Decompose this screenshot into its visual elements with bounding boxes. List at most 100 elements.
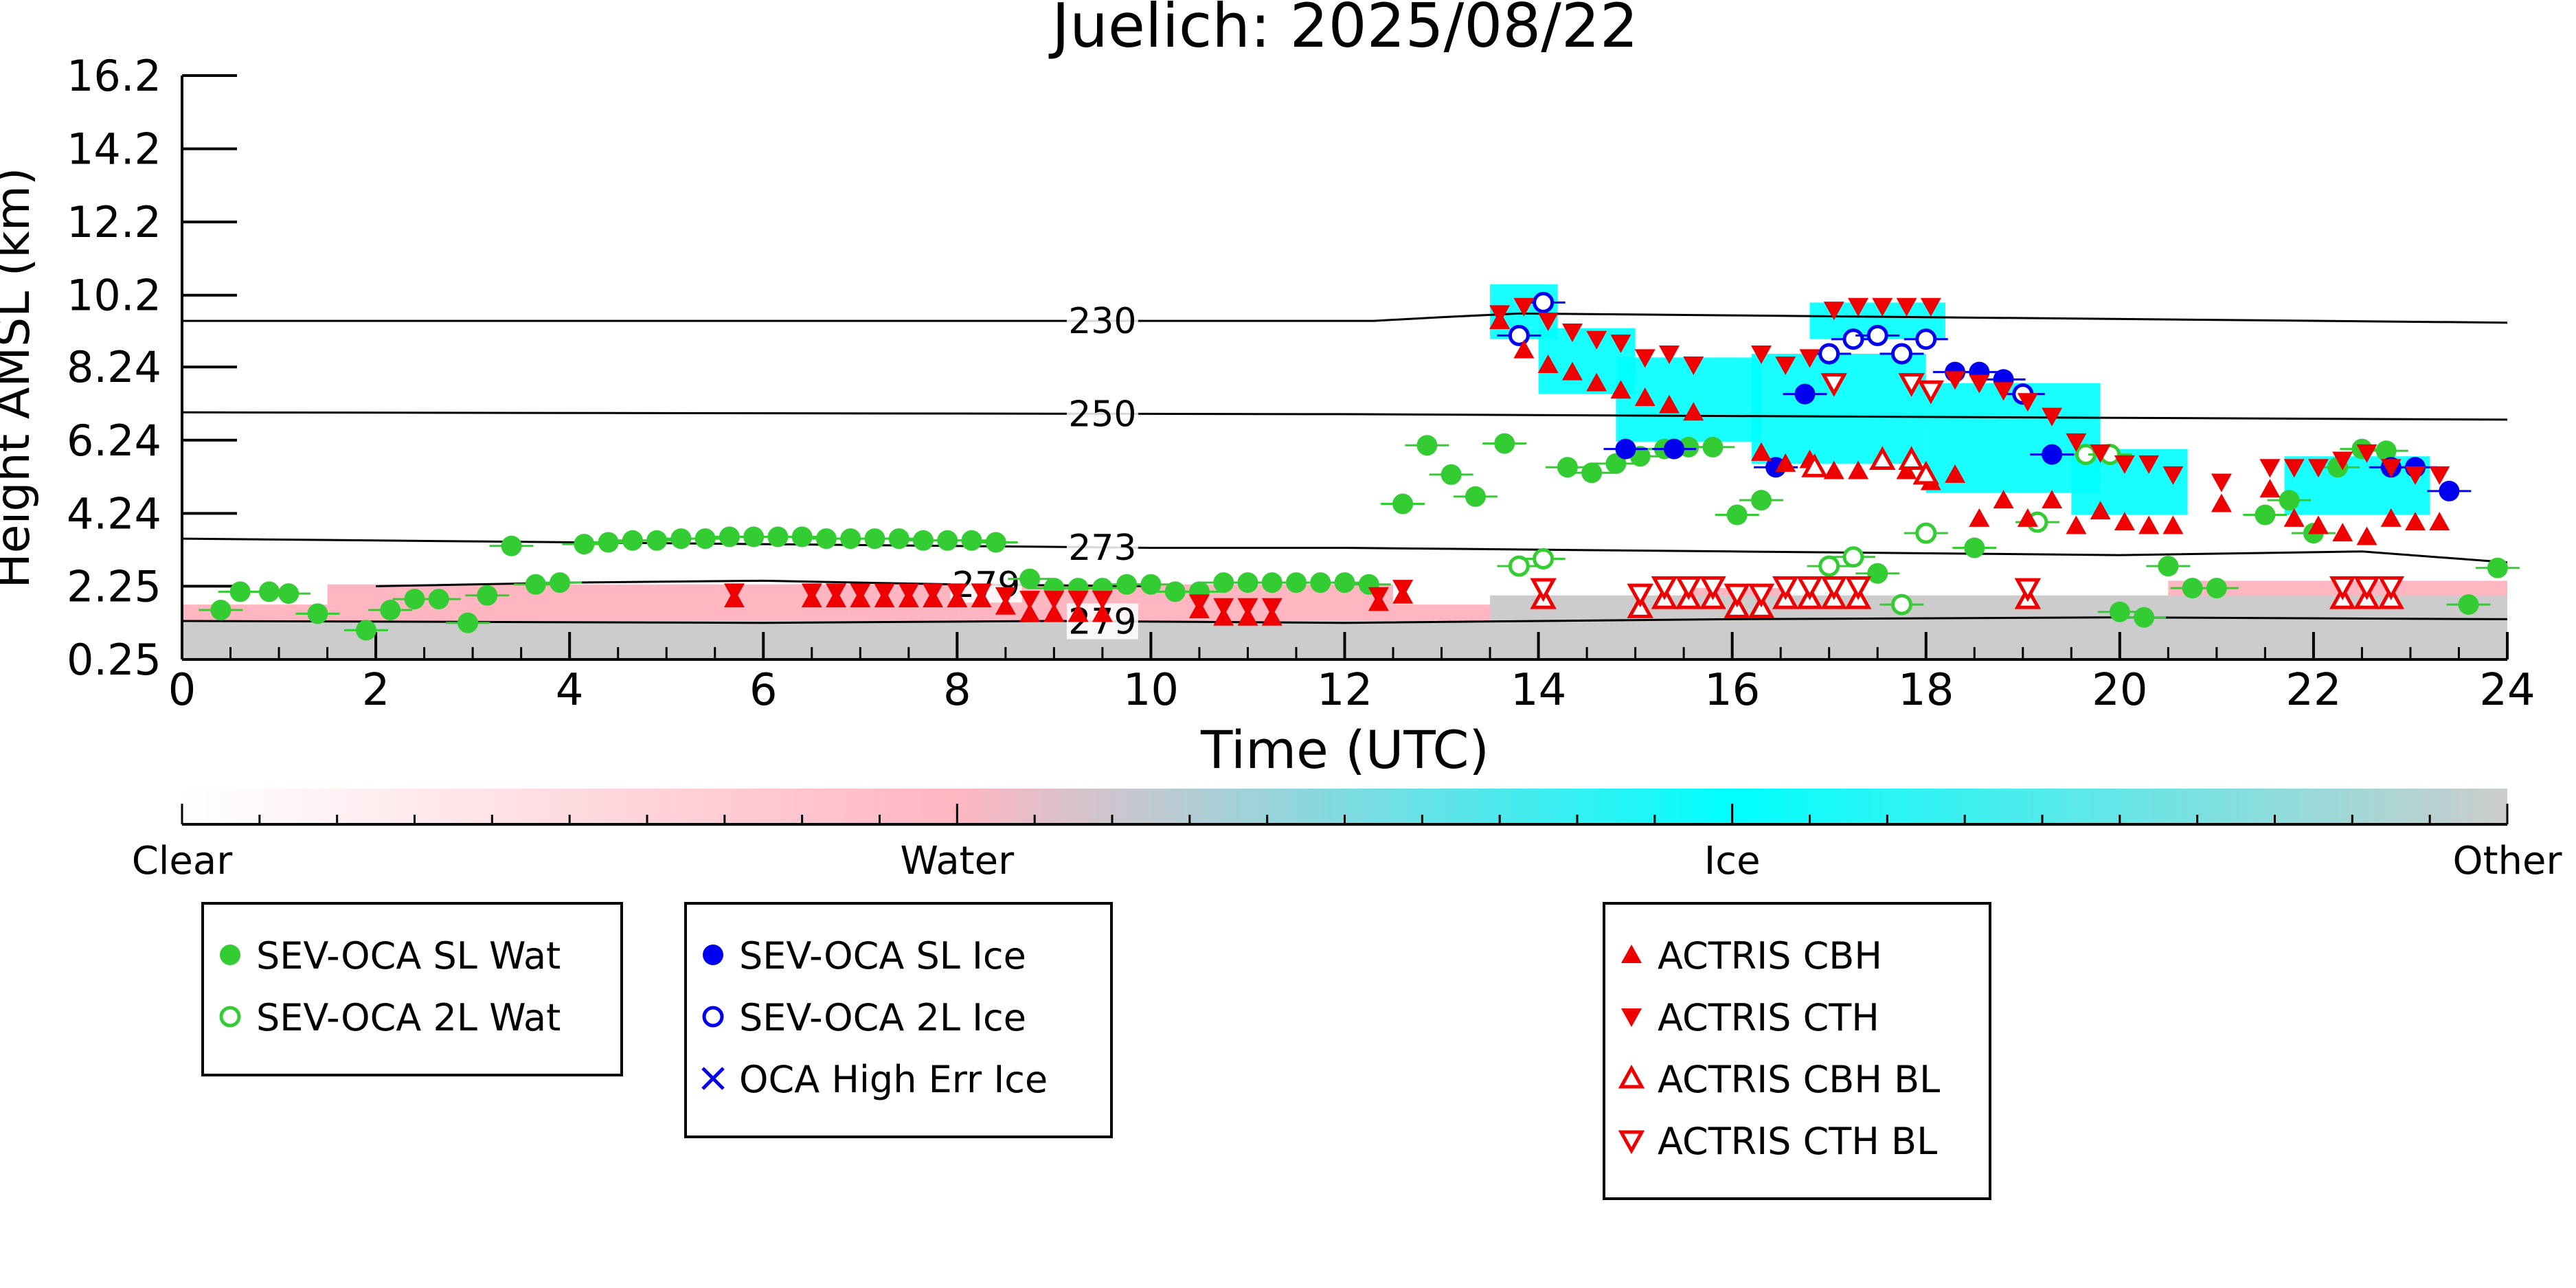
data-point-actris_cbh	[1043, 603, 1065, 622]
data-point-actris_cbh	[2307, 515, 2329, 534]
data-point-sev_sl_wat	[307, 603, 328, 624]
data-point-sev_sl_wat	[937, 530, 958, 551]
data-point-sev_sl_wat	[622, 530, 643, 551]
data-point-actris_cth	[2017, 393, 2038, 412]
data-point-sev_sl_wat	[210, 600, 231, 621]
x-tick-label: 2	[362, 665, 390, 716]
series-sev_2l_wat	[1497, 444, 2132, 615]
data-point-actris_cbh	[2332, 523, 2353, 542]
contour-label: 273	[1068, 528, 1136, 569]
data-point-actris_cth	[2042, 407, 2063, 427]
legend-label-actris_cth_bl: ACTRIS CTH BL	[1658, 1120, 1937, 1163]
data-point-actris_cth	[2307, 459, 2329, 478]
data-point-sev_sl_wat	[1557, 457, 1578, 478]
data-point-sev_sl_wat	[1164, 581, 1186, 602]
legend-box-2: SEV-OCA SL Ice SEV-OCA 2L Ice OCA High Err…	[684, 902, 1113, 1138]
data-point-actris_cth	[1969, 374, 1990, 394]
data-point-actris_cth	[1775, 357, 1796, 376]
legend-label-sev_2l_wat: SEV-OCA 2L Wat	[256, 996, 561, 1039]
data-point-actris_cth_bl	[1898, 373, 1925, 397]
data-point-actris_cth	[1537, 313, 1559, 332]
y-tick-label: 14.2	[67, 124, 161, 174]
data-point-sev_sl_wat	[355, 620, 376, 641]
data-point-actris_cth	[1993, 382, 2014, 401]
data-point-actris_cth	[1848, 297, 1869, 317]
colorbar-label: Other	[2452, 839, 2562, 883]
data-point-sev_2l_wat	[1842, 546, 1864, 568]
data-point-sev_sl_wat	[1605, 453, 1627, 474]
data-point-sev_sl_ice	[2439, 480, 2460, 501]
data-point-actris_cbh	[2405, 512, 2426, 531]
contour-line-230	[182, 312, 2508, 324]
data-point-actris_cth_bl	[1530, 578, 1557, 602]
data-point-actris_cth_bl	[1917, 380, 1945, 405]
data-point-actris_cth	[2380, 459, 2402, 478]
x-tick-label: 20	[2092, 665, 2147, 716]
data-point-actris_cth	[1658, 346, 1680, 365]
data-point-sev_sl_wat	[574, 534, 595, 555]
data-point-actris_cbh	[1750, 442, 1772, 461]
data-point-sev_sl_wat	[1116, 574, 1138, 595]
data-point-sev_sl_wat	[477, 585, 498, 606]
data-point-actris_cth	[1920, 297, 1941, 317]
data-point-actris_cbh	[1537, 354, 1559, 374]
series-actris_cth	[723, 297, 2450, 617]
legend-frame	[1603, 902, 1991, 1200]
data-point-actris_cth	[1067, 591, 1089, 610]
data-point-sev_2l_ice	[1890, 343, 1912, 365]
data-point-actris_cth	[850, 583, 871, 602]
data-point-sev_2l_wat	[1818, 555, 1840, 577]
data-point-sev_sl_wat	[1581, 462, 1603, 484]
data-point-sev_sl_wat	[1440, 464, 1462, 485]
colorbar-label: Clear	[132, 839, 233, 883]
legend-marker-actris_cbh_bl	[1618, 1064, 1645, 1089]
data-point-actris_cbh	[2380, 508, 2402, 527]
y-tick-label: 4.24	[67, 488, 161, 539]
data-point-actris_cth_bl	[1724, 583, 1750, 608]
data-point-actris_cbh	[1610, 380, 1631, 399]
data-point-sev_sl_wat	[815, 528, 837, 550]
data-point-actris_cbh	[1092, 603, 1113, 622]
data-point-sev_sl_wat	[2109, 601, 2130, 622]
data-point-actris_cbh	[1969, 508, 1990, 527]
data-point-actris_cbh_bl	[1898, 446, 1925, 471]
data-point-sev_sl_wat	[1019, 568, 1041, 589]
data-point-actris_cbh	[2162, 515, 2184, 534]
data-point-actris_cth	[1392, 580, 1414, 599]
contour-label-bg	[1066, 396, 1138, 432]
data-point-actris_cth	[2356, 444, 2377, 463]
data-point-sev_2l_wat	[1508, 555, 1530, 577]
data-point-actris_cth	[2429, 466, 2450, 485]
data-point-sev_sl_wat	[2487, 557, 2508, 578]
data-point-sev_sl_wat	[2182, 578, 2203, 599]
contour-label: 250	[1068, 394, 1136, 435]
data-point-sev_sl_wat	[1750, 490, 1772, 511]
data-point-actris_cbh	[2090, 501, 2111, 520]
x-tick-label: 6	[749, 665, 778, 716]
data-point-sev_sl_wat	[598, 532, 619, 553]
x-tick-label: 10	[1123, 665, 1179, 716]
series-sev_2l_ice	[1497, 291, 2045, 405]
data-point-actris_cbh	[1993, 490, 2014, 509]
data-point-actris_cth	[1634, 349, 1656, 368]
data-point-actris_cth	[1513, 297, 1535, 317]
data-point-actris_cth	[1945, 371, 1966, 390]
data-point-sev_sl_wat	[2134, 607, 2155, 628]
data-point-actris_cth	[1799, 349, 1820, 368]
data-point-actris_cth	[2405, 466, 2426, 485]
x-tick-label: 8	[943, 665, 971, 716]
data-point-sev_sl_wat	[1334, 572, 1355, 594]
data-point-sev_sl_wat	[404, 589, 425, 610]
data-point-actris_cbh	[1067, 603, 1089, 622]
data-point-sev_sl_wat	[888, 528, 909, 550]
y-tick-label: 8.24	[67, 342, 161, 392]
y-tick-label: 16.2	[67, 51, 161, 101]
data-point-actris_cth	[971, 583, 992, 602]
data-point-actris_cbh	[2114, 512, 2135, 531]
data-point-actris_cth_bl	[1772, 576, 1799, 600]
legend-marker-actris_cth_bl	[1618, 1130, 1645, 1155]
data-point-actris_cth	[874, 583, 895, 602]
data-point-actris_cth	[898, 583, 919, 602]
data-point-actris_cth	[1610, 335, 1631, 354]
